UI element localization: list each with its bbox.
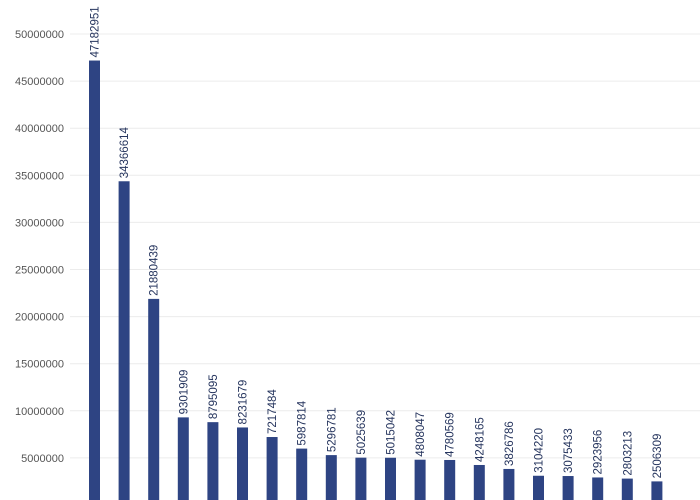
bar-value-label: 5015042 [386,410,398,455]
bar-value-label: 3075433 [563,428,575,473]
bar [266,437,278,500]
bar-value-label: 7217484 [267,389,279,434]
y-tick-label: 50000000 [15,29,64,41]
bar [444,459,456,500]
bar-value-label: 9301909 [178,370,190,415]
bar-value-label: 5296781 [326,407,338,452]
bar-value-label: 8231679 [238,380,250,425]
y-tick-label: 25000000 [15,265,64,277]
bar-value-label: 5987814 [297,400,309,445]
bar [533,475,544,500]
bar [177,417,189,500]
y-tick-label: 45000000 [15,76,64,88]
bar-value-label: 8795095 [208,374,220,419]
bar-value-label: 2923956 [593,430,605,475]
bar [89,60,100,500]
y-axis-ticks: 5000000 10000000 15000000 20000000 25000000 3… [15,29,64,465]
bar-value-label: 47182951 [90,6,102,57]
bar [385,457,396,500]
bar-value-label: 34366614 [119,126,131,178]
gridlines [70,33,700,459]
bar-value-label: 4808047 [415,412,427,457]
bar [621,478,633,500]
y-tick-label: 30000000 [15,217,64,229]
bar-value-label: 4780569 [445,412,457,457]
bar-value-labels: 47182951 34366614 21880439 9301909 8795095 82… [90,6,664,478]
bar-value-label: 3826786 [504,421,516,466]
y-tick-label: 35000000 [15,170,64,182]
bar-value-label: 3104220 [534,428,546,473]
bar [355,457,367,500]
bar-value-label: 21880439 [149,245,161,296]
bar [118,181,130,500]
y-tick-label: 10000000 [15,406,64,418]
bar [473,464,485,500]
bar [237,427,248,500]
bar [562,476,574,500]
bar [651,481,663,500]
y-tick-label: 15000000 [15,359,64,371]
bar [503,468,515,500]
bar-value-label: 2803213 [622,431,634,476]
bar [325,455,337,500]
bar [148,298,160,500]
bar-value-label: 2506309 [652,434,664,479]
bar [207,422,219,500]
y-tick-label: 40000000 [15,123,64,135]
y-tick-label: 20000000 [15,312,64,324]
bar [296,448,308,500]
bar-value-label: 4248165 [474,417,486,462]
y-tick-label: 5000000 [21,453,64,465]
bar-value-label: 5025639 [356,410,368,455]
bars [89,60,663,500]
bar [414,459,426,500]
bar [592,477,604,500]
